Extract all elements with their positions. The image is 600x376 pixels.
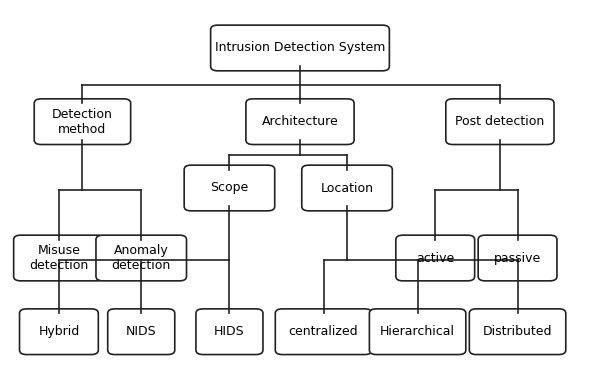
FancyBboxPatch shape <box>34 99 131 144</box>
FancyBboxPatch shape <box>446 99 554 144</box>
Text: Post detection: Post detection <box>455 115 545 128</box>
Text: HIDS: HIDS <box>214 325 245 338</box>
Text: Detection
method: Detection method <box>52 108 113 136</box>
Text: NIDS: NIDS <box>126 325 157 338</box>
Text: Scope: Scope <box>211 182 248 194</box>
FancyBboxPatch shape <box>302 165 392 211</box>
FancyBboxPatch shape <box>96 235 187 281</box>
FancyBboxPatch shape <box>108 309 175 355</box>
FancyBboxPatch shape <box>184 165 275 211</box>
FancyBboxPatch shape <box>370 309 466 355</box>
Text: Intrusion Detection System: Intrusion Detection System <box>215 41 385 55</box>
FancyBboxPatch shape <box>211 25 389 71</box>
Text: Hierarchical: Hierarchical <box>380 325 455 338</box>
FancyBboxPatch shape <box>246 99 354 144</box>
FancyBboxPatch shape <box>275 309 372 355</box>
Text: centralized: centralized <box>289 325 358 338</box>
Text: passive: passive <box>494 252 541 264</box>
Text: Hybrid: Hybrid <box>38 325 80 338</box>
Text: Misuse
detection: Misuse detection <box>29 244 89 272</box>
FancyBboxPatch shape <box>396 235 475 281</box>
Text: Architecture: Architecture <box>262 115 338 128</box>
Text: Distributed: Distributed <box>483 325 553 338</box>
FancyBboxPatch shape <box>196 309 263 355</box>
FancyBboxPatch shape <box>20 309 98 355</box>
Text: Location: Location <box>320 182 374 194</box>
Text: Anomaly
detection: Anomaly detection <box>112 244 171 272</box>
FancyBboxPatch shape <box>469 309 566 355</box>
FancyBboxPatch shape <box>478 235 557 281</box>
Text: active: active <box>416 252 454 264</box>
FancyBboxPatch shape <box>14 235 104 281</box>
